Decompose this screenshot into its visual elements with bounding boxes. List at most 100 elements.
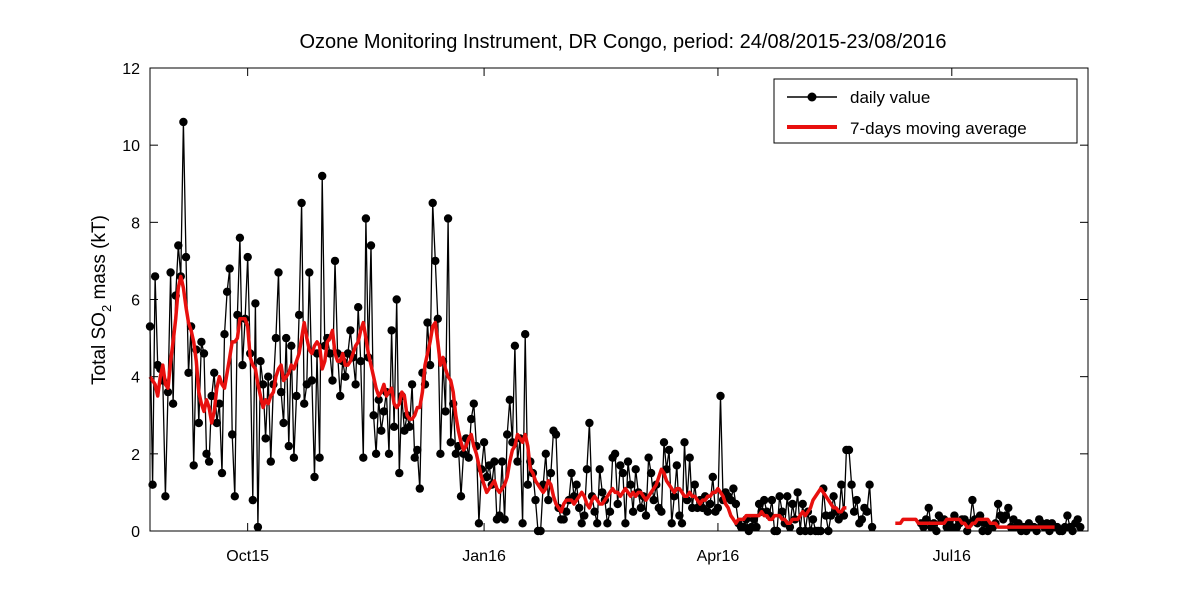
daily-value-point — [577, 519, 586, 528]
daily-value-point — [233, 310, 242, 320]
daily-value-point — [264, 372, 273, 381]
daily-value-point — [328, 376, 337, 385]
daily-value-point — [613, 499, 622, 509]
daily-value-point — [279, 418, 288, 428]
daily-value-point — [670, 492, 679, 501]
daily-value-point — [808, 515, 818, 524]
daily-value-point — [361, 214, 371, 223]
daily-value-point — [356, 357, 365, 366]
daily-value-point — [603, 519, 612, 528]
daily-value-point — [788, 499, 797, 509]
daily-value-point — [212, 418, 221, 428]
daily-value-point — [649, 495, 658, 505]
daily-value-point — [207, 391, 216, 401]
daily-value-point — [503, 430, 512, 439]
plot-area — [145, 117, 1085, 536]
daily-value-point — [760, 495, 769, 505]
daily-value-point — [798, 499, 807, 509]
daily-value-point — [618, 468, 628, 478]
daily-value-point — [924, 503, 933, 513]
daily-value-point — [425, 360, 435, 370]
daily-value-point — [621, 519, 630, 528]
daily-value-point — [258, 380, 268, 389]
daily-value-point — [993, 499, 1003, 509]
y-tick-label: 6 — [131, 293, 140, 310]
daily-value-point — [690, 480, 699, 489]
daily-value-point — [289, 453, 299, 462]
daily-value-point — [590, 507, 599, 516]
daily-value-point — [1004, 503, 1013, 513]
daily-value-point — [847, 480, 856, 489]
daily-value-point — [585, 418, 594, 428]
daily-value-point — [318, 171, 327, 181]
daily-value-point — [490, 457, 499, 466]
daily-value-point — [685, 453, 694, 462]
x-tick-label: Jul16 — [933, 548, 971, 565]
daily-value-point — [230, 492, 239, 501]
daily-value-point — [644, 453, 653, 462]
daily-value-point — [849, 507, 859, 516]
daily-value-point — [1073, 515, 1082, 524]
daily-value-point — [446, 438, 455, 447]
daily-value-point — [500, 515, 509, 524]
daily-value-point — [839, 511, 849, 520]
x-tick-label: Oct15 — [226, 548, 269, 565]
daily-value-point — [197, 337, 206, 347]
y-axis-label: Total SO2 mass (kT) — [89, 215, 114, 385]
daily-value-point — [225, 264, 234, 273]
daily-value-point — [215, 399, 224, 408]
daily-value-point — [436, 449, 445, 458]
daily-value-point — [523, 480, 532, 489]
daily-value-point — [531, 495, 540, 505]
daily-value-point — [194, 418, 203, 428]
daily-value-point — [217, 468, 227, 478]
daily-value-point — [497, 457, 507, 466]
daily-value-point — [366, 241, 376, 250]
daily-value-point — [407, 380, 417, 389]
daily-value-point — [706, 499, 715, 509]
daily-value-point — [551, 430, 561, 439]
daily-value-point — [623, 457, 633, 466]
y-tick-label: 10 — [122, 138, 140, 155]
daily-value-point — [464, 453, 473, 462]
daily-value-point — [423, 318, 432, 327]
daily-value-point — [389, 422, 399, 431]
daily-value-point — [559, 515, 568, 524]
daily-value-point — [865, 480, 874, 489]
daily-value-point — [166, 268, 175, 277]
daily-value-point — [238, 360, 247, 370]
daily-value-point — [181, 252, 191, 262]
daily-value-point — [150, 272, 160, 281]
daily-value-point — [793, 488, 802, 497]
daily-value-point — [413, 445, 422, 455]
daily-value-point — [184, 368, 193, 377]
y-axis-label-main: Total SO — [89, 312, 110, 385]
daily-value-point — [680, 438, 689, 447]
daily-value-point — [253, 522, 263, 532]
daily-value-point — [646, 468, 656, 478]
daily-value-point — [392, 295, 401, 304]
daily-value-point — [713, 503, 723, 513]
daily-value-point — [451, 449, 460, 458]
daily-value-point — [377, 426, 386, 435]
daily-value-point — [179, 117, 188, 127]
daily-value-point — [474, 519, 484, 528]
daily-value-point — [521, 330, 530, 339]
daily-value-point — [228, 430, 237, 439]
y-tick-label: 12 — [122, 61, 140, 78]
daily-value-point — [664, 445, 674, 455]
daily-value-point — [341, 372, 350, 381]
daily-value-point — [220, 330, 229, 339]
daily-value-point — [469, 399, 478, 408]
daily-value-point — [1063, 511, 1072, 520]
daily-value-point — [395, 468, 404, 478]
daily-value-point — [456, 492, 466, 501]
daily-value-point — [266, 457, 275, 466]
daily-value-point — [628, 507, 638, 516]
daily-value-point — [199, 349, 209, 358]
daily-value-point — [271, 333, 281, 343]
daily-value-point — [351, 380, 360, 389]
daily-value-point — [659, 438, 669, 447]
daily-value-point — [605, 507, 615, 516]
